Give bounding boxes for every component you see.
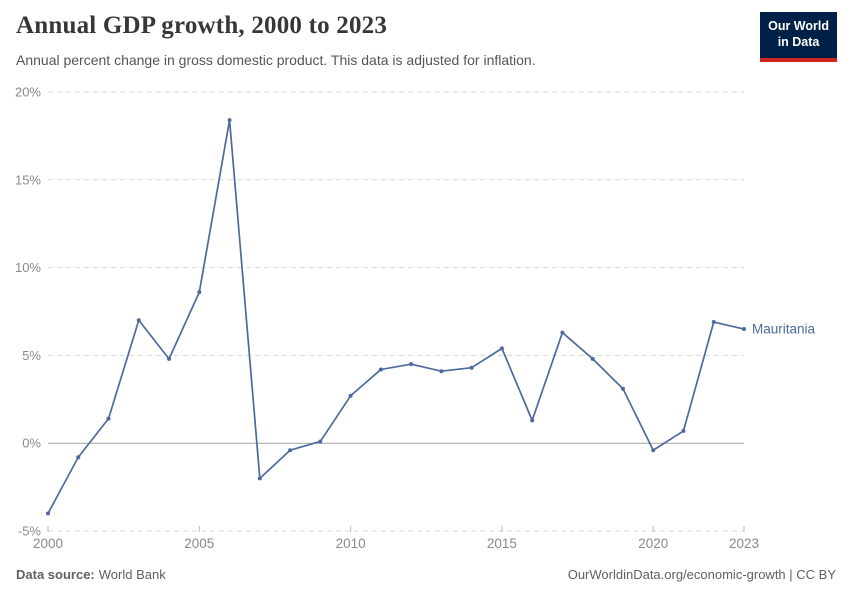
data-point-2005[interactable] <box>197 290 202 295</box>
data-point-2017[interactable] <box>560 330 565 335</box>
chart-footer: Data source: World Bank OurWorldinData.or… <box>16 567 836 582</box>
data-point-2006[interactable] <box>227 118 232 123</box>
data-source: Data source: World Bank <box>16 567 166 582</box>
data-point-2000[interactable] <box>46 511 50 516</box>
logo-line-2: in Data <box>777 35 820 50</box>
y-axis-tick-label: 10% <box>15 260 41 275</box>
data-point-2018[interactable] <box>590 356 595 361</box>
data-point-2023[interactable] <box>742 327 746 332</box>
line-series-mauritania[interactable] <box>47 119 745 515</box>
data-source-label: Data source: <box>16 567 95 582</box>
series-end-label[interactable]: Mauritania <box>752 322 816 337</box>
data-point-2014[interactable] <box>469 365 474 370</box>
y-axis-tick-label: -5% <box>18 524 42 539</box>
data-point-2011[interactable] <box>378 367 383 372</box>
data-point-2021[interactable] <box>681 428 686 433</box>
chart-subtitle: Annual percent change in gross domestic … <box>16 52 536 68</box>
x-axis-tick-label: 2010 <box>336 536 366 551</box>
data-point-2020[interactable] <box>651 448 656 453</box>
x-axis-tick-label: 2015 <box>487 536 517 551</box>
y-axis-tick-label: 5% <box>22 348 41 363</box>
owid-logo[interactable]: Our World in Data <box>760 12 837 62</box>
y-axis-tick-label: 20% <box>15 85 41 100</box>
data-point-2010[interactable] <box>348 393 353 398</box>
data-point-2008[interactable] <box>288 448 293 453</box>
data-point-2007[interactable] <box>257 476 262 481</box>
data-point-2002[interactable] <box>106 416 111 421</box>
logo-line-1: Our World <box>768 19 829 33</box>
attribution-link[interactable]: OurWorldinData.org/economic-growth | CC … <box>567 567 836 582</box>
data-point-2019[interactable] <box>620 386 625 391</box>
data-point-2009[interactable] <box>318 439 323 444</box>
data-point-2022[interactable] <box>711 320 716 325</box>
data-point-2016[interactable] <box>530 418 535 423</box>
data-point-2012[interactable] <box>409 362 414 367</box>
data-source-value: World Bank <box>98 567 166 582</box>
data-point-2003[interactable] <box>136 318 141 323</box>
y-axis-tick-label: 15% <box>15 172 41 187</box>
data-point-2001[interactable] <box>76 455 81 460</box>
data-point-2013[interactable] <box>439 369 444 374</box>
x-axis-tick-label: 2000 <box>33 536 63 551</box>
page-title: Annual GDP growth, 2000 to 2023 <box>16 12 388 39</box>
data-point-2004[interactable] <box>167 356 172 361</box>
data-point-2015[interactable] <box>499 346 504 351</box>
x-axis-tick-label: 2020 <box>638 536 668 551</box>
x-axis-tick-label: 2023 <box>729 536 759 551</box>
x-axis-tick-label: 2005 <box>184 536 214 551</box>
y-axis-tick-label: 0% <box>22 436 41 451</box>
